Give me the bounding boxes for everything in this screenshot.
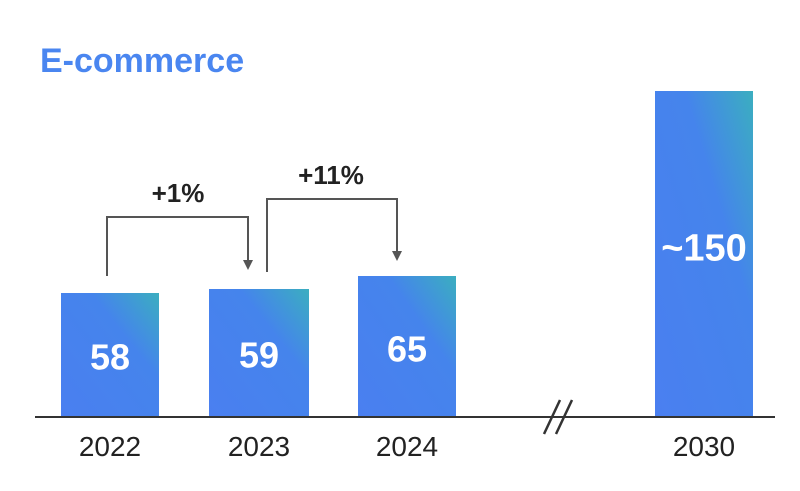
- bar-2022: [61, 293, 159, 417]
- bar-value-label-2023: 59: [239, 335, 279, 376]
- x-tick-2022: 2022: [79, 431, 141, 462]
- x-axis-ticks: 2022 2023 2024 2030: [79, 431, 735, 462]
- growth-bracket-2023-2024: [266, 198, 402, 272]
- growth-label-2023-2024: +11%: [298, 160, 364, 190]
- bar-value-label-2024: 65: [387, 328, 427, 369]
- bar-2024: [358, 276, 456, 417]
- bar-value-label-2022: 58: [90, 336, 130, 377]
- chart-title: E-commerce: [40, 42, 244, 80]
- x-tick-2030: 2030: [673, 431, 735, 462]
- bar-2030: [655, 91, 753, 417]
- growth-annotations: +1% +11%: [106, 160, 402, 276]
- x-tick-2023: 2023: [228, 431, 290, 462]
- axis-break-marker: [542, 399, 574, 435]
- x-tick-2024: 2024: [376, 431, 438, 462]
- bar-value-label-2030: ~150: [661, 228, 747, 270]
- bar-value-labels: 58 59 65 ~150: [90, 228, 747, 378]
- bar-2023: [209, 289, 309, 417]
- growth-label-2022-2023: +1%: [152, 178, 205, 208]
- bars: [61, 91, 753, 417]
- growth-bracket-2022-2023: [106, 216, 253, 276]
